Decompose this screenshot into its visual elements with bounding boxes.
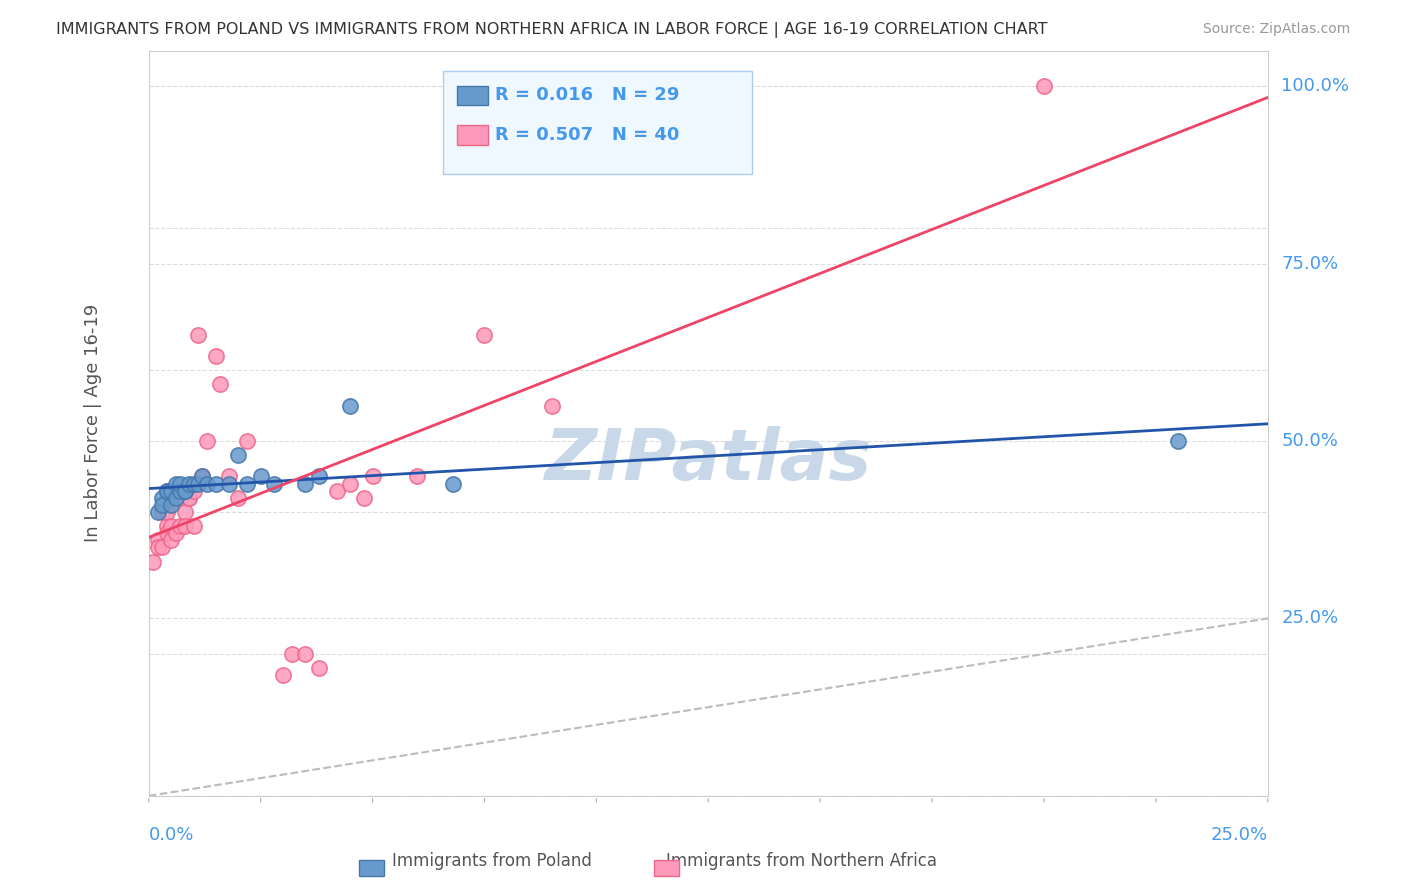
Point <box>294 476 316 491</box>
Point <box>183 519 205 533</box>
Point <box>169 519 191 533</box>
Point <box>281 647 304 661</box>
Point <box>156 519 179 533</box>
Point <box>218 476 240 491</box>
Point <box>226 448 249 462</box>
Text: R = 0.507   N = 40: R = 0.507 N = 40 <box>495 126 679 144</box>
Point <box>249 469 271 483</box>
Point <box>226 491 249 505</box>
Point <box>156 526 179 541</box>
Point <box>165 491 187 505</box>
Point <box>146 533 169 548</box>
Point <box>361 469 384 483</box>
Point <box>308 661 330 675</box>
Point <box>183 476 205 491</box>
Point <box>209 377 232 392</box>
Point <box>326 483 349 498</box>
Point <box>150 491 173 505</box>
Point <box>236 476 259 491</box>
Point <box>165 476 187 491</box>
Point <box>173 483 195 498</box>
Point <box>160 483 183 498</box>
Text: 25.0%: 25.0% <box>1281 609 1339 627</box>
Point <box>195 434 218 448</box>
Point <box>191 469 214 483</box>
Point <box>406 469 429 483</box>
Point <box>150 498 173 512</box>
Point <box>160 498 183 512</box>
Point <box>146 505 169 519</box>
Point <box>271 668 294 682</box>
Point <box>195 476 218 491</box>
Point <box>339 476 361 491</box>
Text: IMMIGRANTS FROM POLAND VS IMMIGRANTS FROM NORTHERN AFRICA IN LABOR FORCE | AGE 1: IMMIGRANTS FROM POLAND VS IMMIGRANTS FRO… <box>56 22 1047 38</box>
Text: R = 0.016   N = 29: R = 0.016 N = 29 <box>495 87 679 104</box>
Point <box>205 349 228 363</box>
Point <box>1167 434 1189 448</box>
Point <box>156 483 179 498</box>
Point <box>169 476 191 491</box>
Point <box>218 469 240 483</box>
Point <box>177 491 200 505</box>
Text: Immigrants from Northern Africa: Immigrants from Northern Africa <box>666 852 936 870</box>
Point <box>173 519 195 533</box>
Point <box>1032 79 1054 94</box>
Point <box>160 519 183 533</box>
Point <box>353 491 375 505</box>
Text: ZIPatlas: ZIPatlas <box>544 426 872 495</box>
Point <box>169 491 191 505</box>
Point <box>150 505 173 519</box>
Text: 25.0%: 25.0% <box>1211 826 1268 844</box>
Point <box>142 555 165 569</box>
Point <box>165 526 187 541</box>
Point <box>177 491 200 505</box>
Point <box>156 505 179 519</box>
Point <box>173 483 195 498</box>
Point <box>308 469 330 483</box>
Point <box>187 476 209 491</box>
Point <box>540 399 562 413</box>
Point <box>146 541 169 555</box>
Point <box>160 533 183 548</box>
Point <box>191 469 214 483</box>
Point <box>165 491 187 505</box>
Point <box>173 505 195 519</box>
Point <box>156 483 179 498</box>
Point <box>205 476 228 491</box>
Point <box>177 476 200 491</box>
Point <box>441 476 464 491</box>
Point <box>339 399 361 413</box>
Point <box>474 327 496 342</box>
Point <box>183 483 205 498</box>
Point <box>236 434 259 448</box>
Point <box>263 476 285 491</box>
Point <box>169 483 191 498</box>
Text: Source: ZipAtlas.com: Source: ZipAtlas.com <box>1202 22 1350 37</box>
Point <box>294 647 316 661</box>
Point <box>150 541 173 555</box>
Text: In Labor Force | Age 16-19: In Labor Force | Age 16-19 <box>84 304 101 542</box>
Text: 0.0%: 0.0% <box>149 826 194 844</box>
Text: Immigrants from Poland: Immigrants from Poland <box>392 852 592 870</box>
Text: 50.0%: 50.0% <box>1281 432 1339 450</box>
Text: 100.0%: 100.0% <box>1281 78 1350 95</box>
Text: 75.0%: 75.0% <box>1281 254 1339 273</box>
Point <box>187 327 209 342</box>
